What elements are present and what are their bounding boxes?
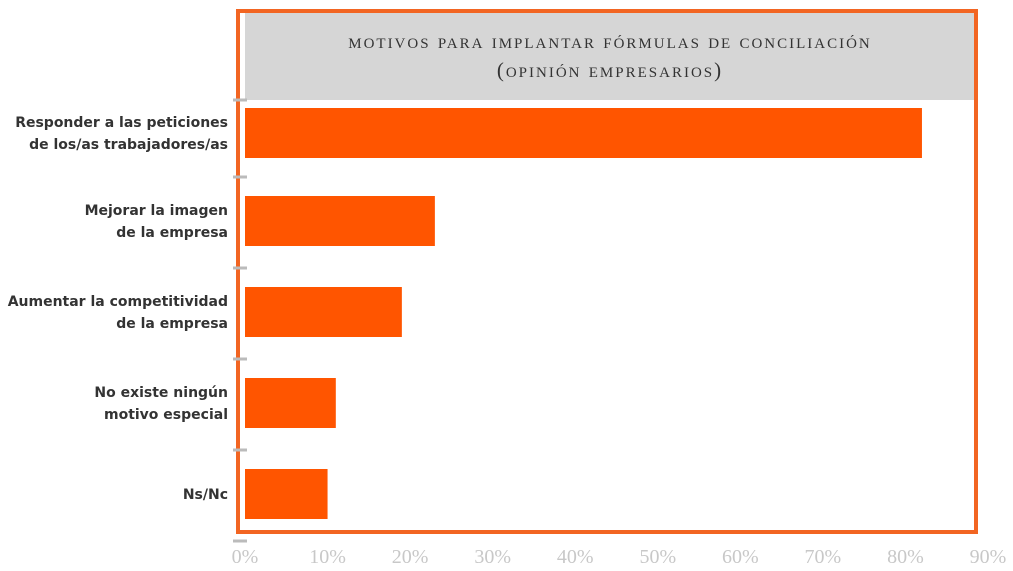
y-tick-label: de la empresa — [116, 225, 228, 241]
x-tick-label: 20% — [392, 546, 429, 568]
y-tick-label: motivo especial — [104, 407, 228, 423]
bar — [245, 108, 922, 158]
y-tick-label: Ns/Nc — [183, 487, 228, 503]
bar — [245, 196, 435, 246]
y-tick-label: Responder a las peticiones — [15, 115, 228, 131]
chart-title: (opinión empresarios) — [497, 58, 723, 82]
x-tick-label: 90% — [970, 546, 1007, 568]
x-tick-label: 70% — [805, 546, 842, 568]
y-tick-label: Mejorar la imagen — [85, 203, 228, 219]
x-tick-label: 40% — [557, 546, 594, 568]
chart-title: motivos para implantar fórmulas de conci… — [348, 29, 872, 53]
frame — [236, 9, 978, 534]
y-tick-label: No existe ningún — [94, 385, 228, 401]
x-tick-label: 50% — [639, 546, 676, 568]
bar — [245, 287, 402, 337]
title-band — [245, 11, 976, 100]
y-tick-label: Aumentar la competitividad — [8, 294, 228, 310]
y-tick-label: de la empresa — [116, 316, 228, 332]
x-tick-label: 80% — [887, 546, 924, 568]
x-tick-label: 60% — [722, 546, 759, 568]
bar — [245, 469, 328, 519]
x-tick-label: 30% — [474, 546, 511, 568]
x-tick-label: 0% — [232, 546, 259, 568]
y-tick-label: de los/as trabajadores/as — [29, 137, 228, 153]
bar — [245, 378, 336, 428]
x-tick-label: 10% — [309, 546, 346, 568]
